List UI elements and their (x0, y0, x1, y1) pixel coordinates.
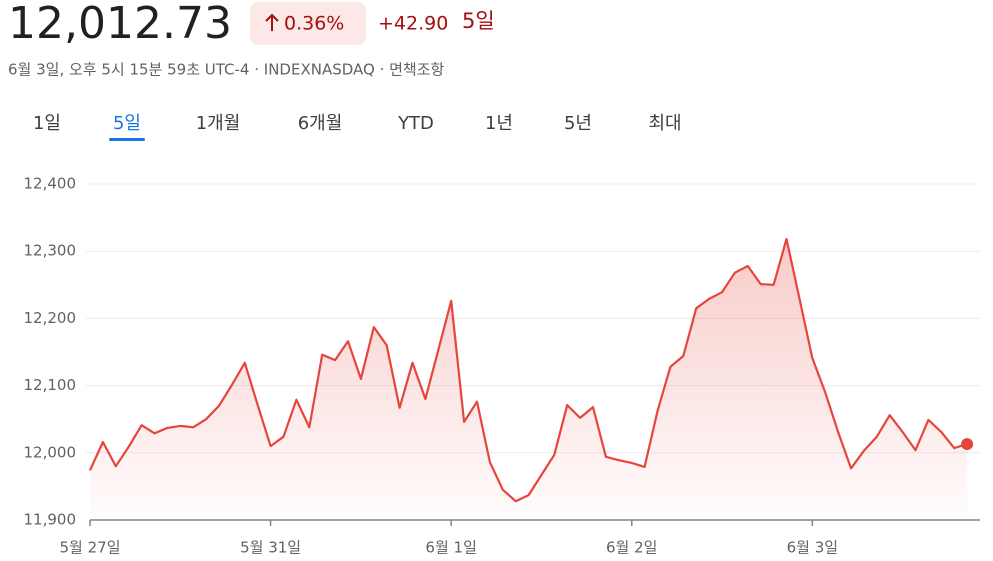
x-tick-label: 6월 3일 (787, 539, 838, 557)
price: 12,012.73 (8, 0, 232, 49)
up-arrow (265, 13, 279, 31)
y-tick-label: 12,300 (24, 242, 77, 260)
change-percent: 0.36% (284, 13, 344, 35)
y-tick-label: 12,400 (24, 175, 77, 193)
y-tick-label: 12,000 (24, 443, 77, 461)
range-tab[interactable]: 최대 (648, 113, 681, 134)
period: 5일 (462, 9, 495, 33)
x-tick-label: 6월 1일 (425, 539, 476, 557)
change: +42.90 (378, 13, 448, 35)
y-tick-label: 12,100 (24, 376, 77, 394)
x-tick-label: 6월 2일 (606, 539, 657, 557)
last-point (961, 438, 974, 451)
y-tick-label: 12,200 (24, 309, 77, 327)
subtitle: 6월 3일, 오후 5시 15분 59초 UTC-4 · INDEXNASDAQ… (8, 61, 445, 79)
range-tab[interactable]: 1년 (485, 113, 513, 134)
range-tab[interactable]: 6개월 (298, 113, 343, 134)
y-tick-label: 11,900 (24, 511, 77, 529)
range-tab[interactable]: 1일 (33, 113, 61, 134)
area-fill (90, 239, 968, 520)
range-tab[interactable]: 1개월 (196, 113, 241, 134)
selected-tab-underline (109, 138, 145, 141)
range-tab[interactable]: 5일 (113, 113, 141, 134)
change-badge (250, 2, 366, 45)
range-tab[interactable]: YTD (397, 113, 434, 134)
x-tick-label: 5월 31일 (240, 539, 301, 557)
range-tab[interactable]: 5년 (564, 113, 592, 134)
x-tick-label: 5월 27일 (60, 539, 121, 557)
price-line (88, 238, 968, 503)
